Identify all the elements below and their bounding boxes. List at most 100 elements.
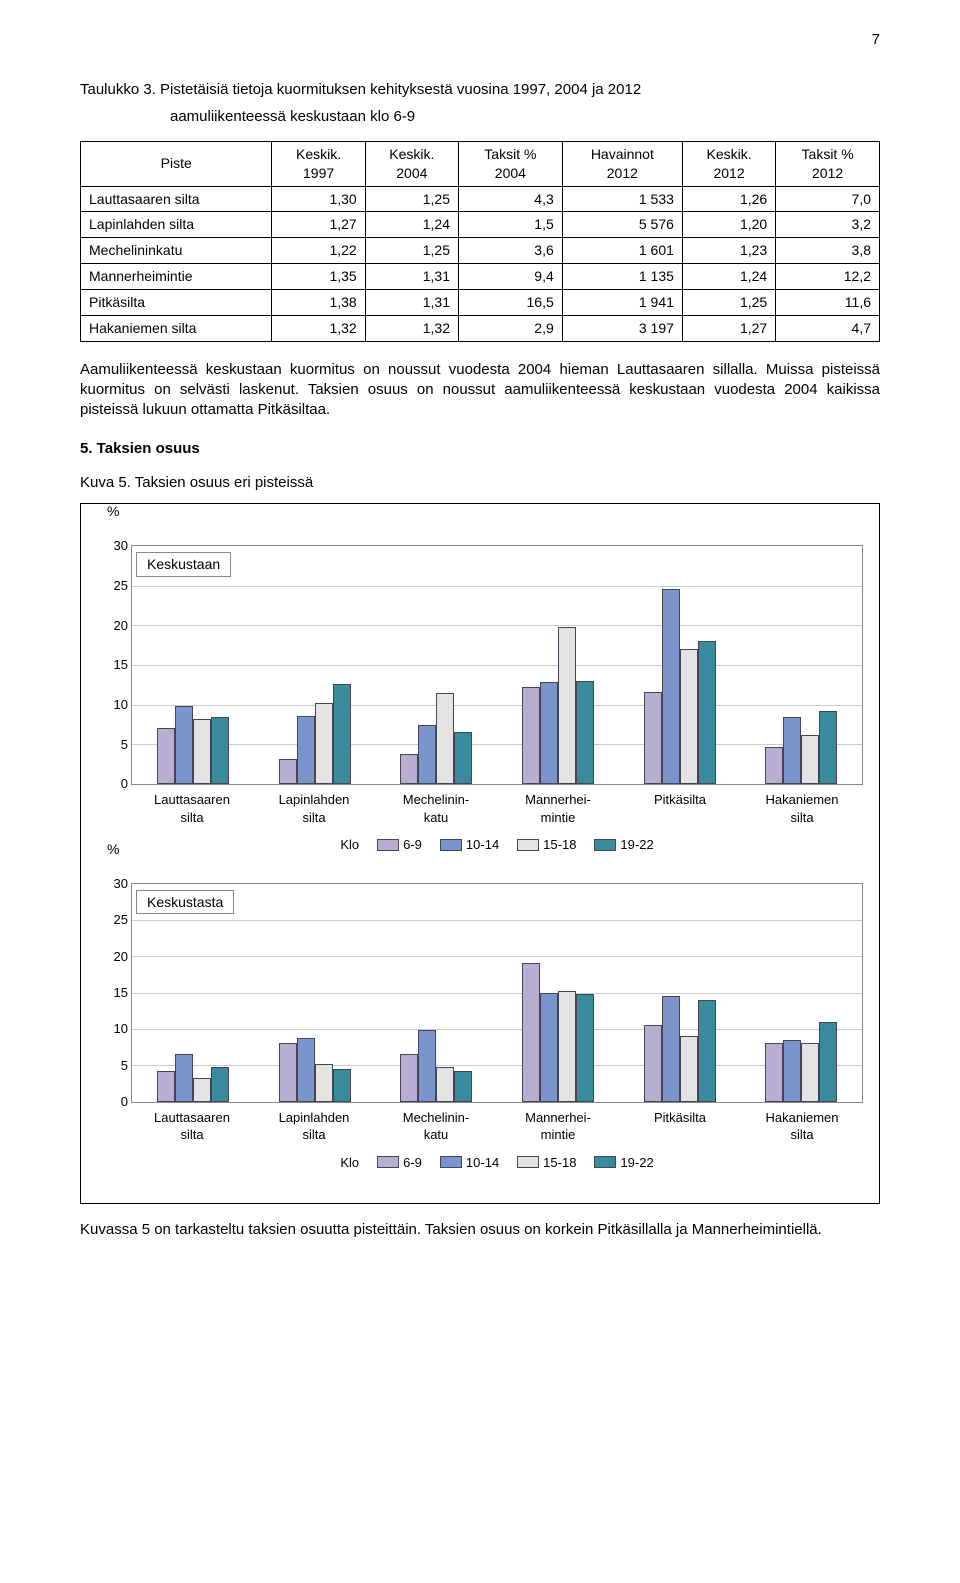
table-cell: Hakaniemen silta xyxy=(81,315,272,341)
bar xyxy=(783,717,801,784)
bar xyxy=(400,1054,418,1101)
legend-label: 19-22 xyxy=(620,1154,653,1172)
legend-swatch xyxy=(440,1156,462,1168)
bar xyxy=(193,1078,211,1101)
plot-area: 051015202530Keskustasta xyxy=(131,883,863,1103)
table-header: Taksit %2004 xyxy=(458,141,562,186)
table-cell: 1,22 xyxy=(272,238,365,264)
table-cell: 1,24 xyxy=(682,264,775,290)
bar xyxy=(558,991,576,1101)
y-tick-label: 25 xyxy=(102,911,128,929)
bar-groups xyxy=(132,884,862,1102)
table-cell: 1,27 xyxy=(682,315,775,341)
table-caption-line2: aamuliikenteessä keskustaan klo 6-9 xyxy=(80,107,880,127)
bar xyxy=(454,1071,472,1102)
x-tick-label: Mannerhei-mintie xyxy=(497,791,619,826)
bar xyxy=(783,1040,801,1102)
table-cell: 7,0 xyxy=(776,186,880,212)
bar xyxy=(540,682,558,784)
bar xyxy=(522,687,540,784)
plot-area: 051015202530Keskustaan xyxy=(131,545,863,785)
table-cell: Mannerheimintie xyxy=(81,264,272,290)
bar xyxy=(644,1025,662,1101)
table-cell: 3 197 xyxy=(562,315,682,341)
bar xyxy=(333,1069,351,1102)
y-tick-label: 15 xyxy=(102,984,128,1002)
y-tick-label: 20 xyxy=(102,947,128,965)
y-tick-label: 5 xyxy=(102,736,128,754)
bar-group xyxy=(619,546,741,784)
x-tick-label: Hakaniemensilta xyxy=(741,1109,863,1144)
bar xyxy=(157,1071,175,1102)
bar xyxy=(558,627,576,784)
bar-group xyxy=(619,884,741,1102)
bar xyxy=(279,1043,297,1101)
x-tick-label: Lapinlahdensilta xyxy=(253,791,375,826)
data-table: PisteKeskik.1997Keskik.2004Taksit %2004H… xyxy=(80,141,880,342)
x-tick-label: Hakaniemensilta xyxy=(741,791,863,826)
table-cell: 1,32 xyxy=(365,315,458,341)
bar-group xyxy=(740,546,862,784)
bar xyxy=(576,681,594,784)
x-tick-label: Mechelinin-katu xyxy=(375,791,497,826)
bar xyxy=(418,1030,436,1101)
bar xyxy=(193,719,211,784)
table-cell: 1 533 xyxy=(562,186,682,212)
legend-label: 6-9 xyxy=(403,1154,422,1172)
bar xyxy=(175,706,193,784)
table-cell: 1,32 xyxy=(272,315,365,341)
table-cell: 1,31 xyxy=(365,290,458,316)
y-tick-label: 25 xyxy=(102,577,128,595)
table-cell: 1 601 xyxy=(562,238,682,264)
y-tick-label: 0 xyxy=(102,1093,128,1111)
bar xyxy=(418,725,436,785)
y-axis-unit: % xyxy=(107,502,873,521)
bar xyxy=(157,728,175,784)
chart-panel-title: Keskustaan xyxy=(136,552,231,577)
bar xyxy=(333,684,351,784)
table-cell: Pitkäsilta xyxy=(81,290,272,316)
bar xyxy=(698,1000,716,1102)
x-tick-label: Mannerhei-mintie xyxy=(497,1109,619,1144)
bar-group xyxy=(740,884,862,1102)
table-cell: 4,3 xyxy=(458,186,562,212)
table-cell: 2,9 xyxy=(458,315,562,341)
bar xyxy=(211,1067,229,1102)
table-cell: 1,25 xyxy=(365,186,458,212)
bar-group xyxy=(132,546,254,784)
table-cell: 1,25 xyxy=(365,238,458,264)
legend-swatch xyxy=(594,1156,616,1168)
x-tick-label: Pitkäsilta xyxy=(619,791,741,826)
table-cell: 1 941 xyxy=(562,290,682,316)
table-row: Pitkäsilta1,381,3116,51 9411,2511,6 xyxy=(81,290,880,316)
y-tick-label: 5 xyxy=(102,1056,128,1074)
table-header: Taksit %2012 xyxy=(776,141,880,186)
bar xyxy=(297,1038,315,1102)
bar xyxy=(698,641,716,784)
table-cell: 1,35 xyxy=(272,264,365,290)
x-tick-label: Lauttasaarensilta xyxy=(131,1109,253,1144)
table-cell: 1,24 xyxy=(365,212,458,238)
table-cell: 3,2 xyxy=(776,212,880,238)
bar xyxy=(454,732,472,784)
table-caption-line1: Taulukko 3. Pistetäisiä tietoja kuormitu… xyxy=(80,80,880,100)
table-header: Keskik.2012 xyxy=(682,141,775,186)
table-cell: 3,8 xyxy=(776,238,880,264)
x-tick-label: Pitkäsilta xyxy=(619,1109,741,1144)
chart-panel-title: Keskustasta xyxy=(136,890,234,915)
footer-paragraph: Kuvassa 5 on tarkasteltu taksien osuutta… xyxy=(80,1220,880,1240)
table-header: Piste xyxy=(81,141,272,186)
chart-panel: %051015202530KeskustaanLauttasaarensilta… xyxy=(97,524,863,854)
table-cell: 9,4 xyxy=(458,264,562,290)
bar xyxy=(540,993,558,1102)
bar xyxy=(576,994,594,1102)
y-tick-label: 10 xyxy=(102,696,128,714)
table-header: Keskik.1997 xyxy=(272,141,365,186)
bar xyxy=(801,1043,819,1101)
table-cell: 1,27 xyxy=(272,212,365,238)
bar xyxy=(297,716,315,784)
table-cell: 1,38 xyxy=(272,290,365,316)
bar-groups xyxy=(132,546,862,784)
bar-group xyxy=(254,546,376,784)
bar xyxy=(400,754,418,784)
